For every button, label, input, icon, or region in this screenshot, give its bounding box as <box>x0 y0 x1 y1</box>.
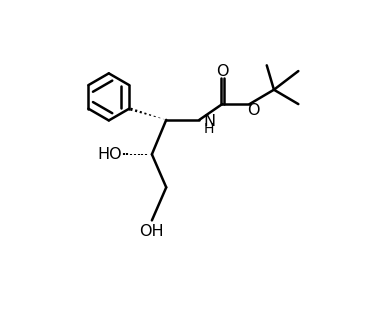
Text: H: H <box>203 122 214 136</box>
Text: O: O <box>247 103 259 118</box>
Text: N: N <box>203 114 216 129</box>
Text: O: O <box>216 64 228 80</box>
Text: OH: OH <box>140 224 164 239</box>
Text: HO: HO <box>97 147 122 162</box>
